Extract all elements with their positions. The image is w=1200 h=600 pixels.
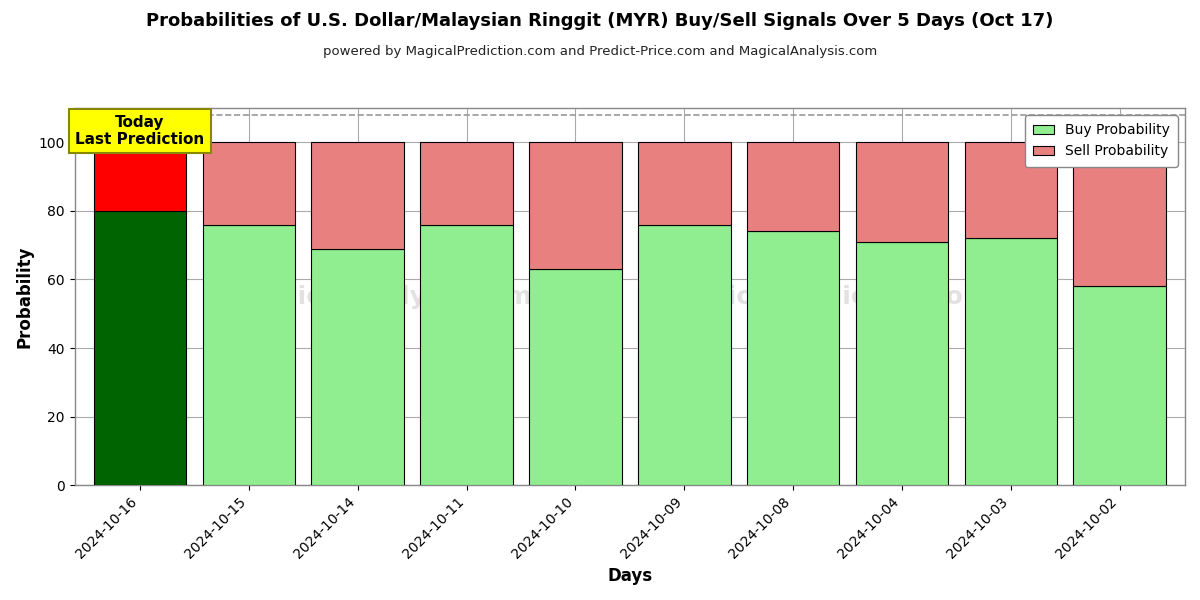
Bar (856, 242, 948, 485)
Bar (965, 142, 1057, 238)
Text: powered by MagicalPrediction.com and Predict-Price.com and MagicalAnalysis.com: powered by MagicalPrediction.com and Pre… (323, 44, 877, 58)
Bar (1074, 286, 1166, 485)
Bar (856, 142, 948, 242)
Text: MagicalAnalysis.com: MagicalAnalysis.com (239, 284, 533, 308)
Bar (312, 142, 404, 248)
Bar (420, 224, 512, 485)
Bar (638, 224, 731, 485)
Bar (94, 211, 186, 485)
Bar (529, 142, 622, 269)
Text: Today
Last Prediction: Today Last Prediction (76, 115, 204, 147)
Text: Probabilities of U.S. Dollar/Malaysian Ringgit (MYR) Buy/Sell Signals Over 5 Day: Probabilities of U.S. Dollar/Malaysian R… (146, 12, 1054, 30)
Bar (529, 269, 622, 485)
Text: MagicalPrediction.com: MagicalPrediction.com (670, 284, 990, 308)
Bar (203, 224, 295, 485)
Bar (638, 142, 731, 224)
Bar (312, 248, 404, 485)
Y-axis label: Probability: Probability (16, 245, 34, 348)
Bar (746, 142, 839, 232)
Bar (1074, 142, 1166, 286)
Legend: Buy Probability, Sell Probability: Buy Probability, Sell Probability (1025, 115, 1178, 167)
Bar (203, 142, 295, 224)
Bar (94, 142, 186, 211)
Bar (746, 232, 839, 485)
X-axis label: Days: Days (607, 567, 653, 585)
Bar (965, 238, 1057, 485)
Bar (420, 142, 512, 224)
